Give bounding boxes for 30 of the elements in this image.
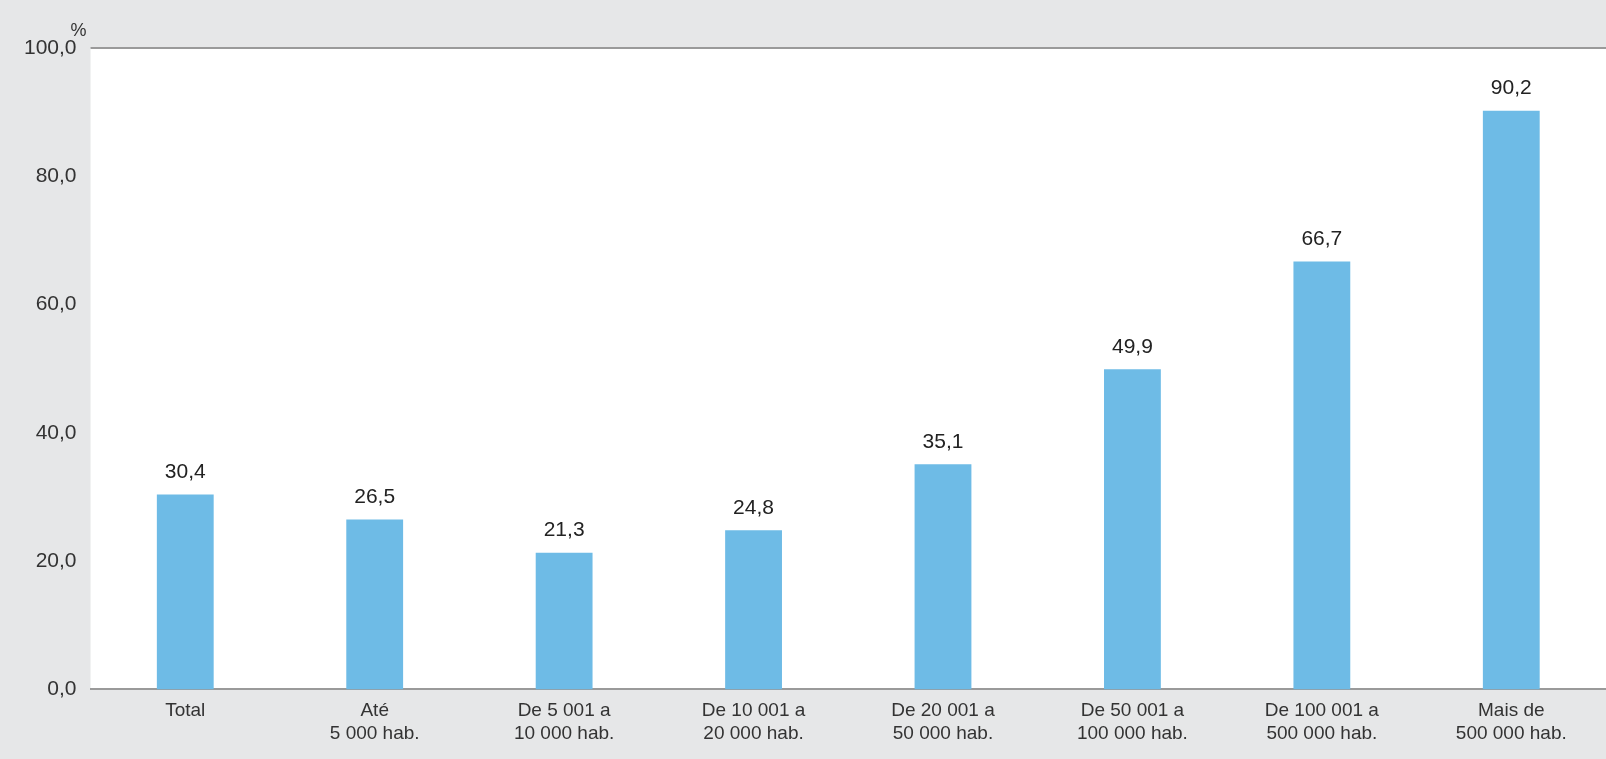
y-tick-label: 80,0 [35,163,77,187]
x-tick-label: De 5 001 a 10 000 hab. [513,699,615,743]
x-tick-label: Até 5 000 hab. [329,699,420,743]
data-label: 24,8 [733,494,774,518]
bar [1104,369,1161,690]
bar [1293,261,1351,690]
x-tick-label: De 100 001 a 500 000 hab. [1264,699,1380,743]
data-label: 26,5 [354,483,396,507]
data-label: 49,9 [1111,333,1153,357]
x-tick-label: Mais de 500 000 hab. [1455,699,1567,743]
bar [1482,110,1540,690]
bar [725,530,782,690]
bar [156,494,214,690]
bar [346,519,404,690]
x-tick-label: Total [165,699,206,721]
data-label: 21,3 [543,517,585,541]
y-axis-title: % [70,19,87,40]
bar [535,552,593,690]
data-label: 35,1 [922,428,964,452]
data-label: 66,7 [1301,225,1343,249]
x-tick-label: De 50 001 a 100 000 hab. [1076,699,1188,743]
data-label: 30,4 [164,458,207,482]
y-tick-label: 40,0 [35,419,77,443]
y-tick-label: 60,0 [35,291,77,315]
data-label: 90,2 [1490,75,1532,99]
bar [914,464,972,690]
y-tick-label: 20,0 [35,547,77,571]
x-tick-label: De 10 001 a 20 000 hab. [701,699,806,743]
y-tick-label: 0,0 [47,676,77,700]
x-tick-label: De 20 001 a 50 000 hab. [891,699,996,743]
